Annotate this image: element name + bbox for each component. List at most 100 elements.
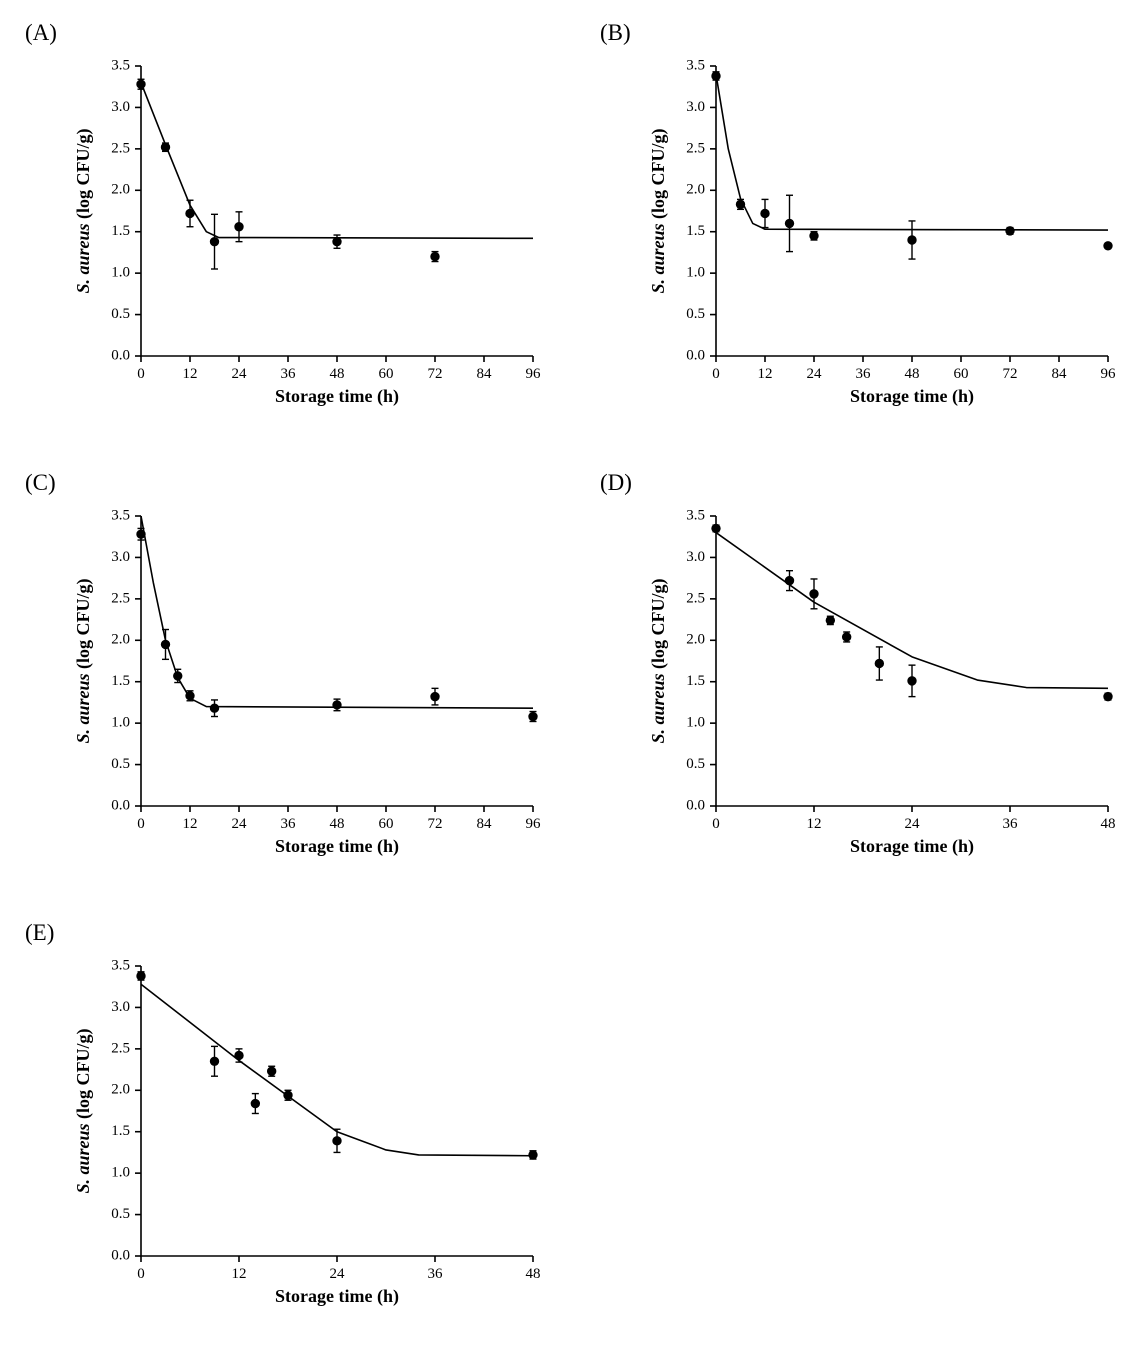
- xtick-label: 24: [232, 816, 248, 832]
- chart-D: 0.00.51.01.52.02.53.03.5012243648Storage…: [630, 500, 1140, 870]
- xtick-label: 60: [954, 366, 969, 382]
- data-point: [333, 701, 341, 709]
- ytick-label: 1.5: [111, 673, 130, 689]
- data-point: [251, 1099, 259, 1107]
- xtick-label: 48: [1101, 816, 1116, 832]
- ylabel: S. aureus (log CFU/g): [73, 578, 94, 743]
- ytick-label: 2.5: [111, 1040, 130, 1056]
- data-point: [529, 712, 537, 720]
- xlabel: Storage time (h): [850, 836, 974, 857]
- figure: (A) 0.0 0.5 1.0 1.5 2.0 2.5 3.0 3.5 0 12 24 36 48 60 72…: [0, 0, 1145, 1371]
- xtick-label: 36: [428, 1266, 444, 1282]
- xtick-label: 24: [232, 366, 248, 382]
- xtick-label: 96: [526, 816, 542, 832]
- xtick-label: 36: [856, 366, 872, 382]
- ylabel: S. aureus (log CFU/g): [73, 128, 94, 293]
- ytick-label: 1.5: [686, 223, 705, 239]
- xtick-label: 0: [137, 1266, 145, 1282]
- ytick-label: 3.5: [111, 57, 130, 73]
- data-point: [842, 633, 850, 641]
- xtick-label: 12: [758, 366, 773, 382]
- axes: [141, 66, 533, 356]
- ytick-label: 2.0: [111, 632, 130, 648]
- xtick-label: 72: [1003, 366, 1018, 382]
- ytick-label: 2.0: [111, 1082, 130, 1098]
- data-point: [235, 223, 243, 231]
- ytick-label: 0.5: [686, 306, 705, 322]
- data-point: [210, 1057, 218, 1065]
- data-point: [810, 590, 818, 598]
- xlabel: Storage time (h): [275, 386, 399, 407]
- data-point: [785, 219, 793, 227]
- ytick-label: 0.0: [686, 347, 705, 363]
- xtick-label: 0: [712, 366, 720, 382]
- xtick-label: 0: [137, 816, 145, 832]
- data-point: [174, 672, 182, 680]
- ytick-label: 0.0: [111, 347, 130, 363]
- axes: [716, 516, 1108, 806]
- fit-line: [141, 83, 533, 239]
- xtick-label: 36: [281, 816, 297, 832]
- ytick-label: 1.0: [111, 715, 130, 731]
- xtick-label: 36: [281, 366, 297, 382]
- ytick-label: 2.5: [111, 590, 130, 606]
- data-point: [333, 237, 341, 245]
- panel-label-A: (A): [25, 20, 57, 46]
- ytick-label: 0.5: [111, 306, 130, 322]
- xtick-label: 60: [379, 366, 394, 382]
- chart-E: 0.00.51.01.52.02.53.03.5012243648Storage…: [55, 950, 565, 1320]
- xtick-label: 48: [330, 816, 345, 832]
- xlabel: Storage time (h): [275, 1286, 399, 1307]
- xtick-label: 84: [477, 816, 493, 832]
- data-point: [186, 209, 194, 217]
- data-point: [736, 200, 744, 208]
- xtick-label: 96: [1101, 366, 1117, 382]
- xtick-label: 24: [330, 1266, 346, 1282]
- data-point: [1104, 242, 1112, 250]
- data-point: [761, 209, 769, 217]
- ytick-label: 1.0: [111, 265, 130, 281]
- panel-label-B: (B): [600, 20, 631, 46]
- xtick-label: 0: [712, 816, 720, 832]
- ytick-label: 2.0: [686, 632, 705, 648]
- data-point: [284, 1091, 292, 1099]
- xtick-label: 84: [1052, 366, 1068, 382]
- ytick-label: 2.0: [111, 182, 130, 198]
- axes: [141, 966, 533, 1256]
- data-point: [529, 1151, 537, 1159]
- data-point: [712, 524, 720, 532]
- data-point: [137, 80, 145, 88]
- ytick-label: 0.0: [686, 797, 705, 813]
- ytick-label: 0.5: [686, 756, 705, 772]
- data-point: [267, 1067, 275, 1075]
- xtick-label: 96: [526, 366, 542, 382]
- ylabel: S. aureus (log CFU/g): [73, 1028, 94, 1193]
- data-point: [908, 236, 916, 244]
- ytick-label: 3.0: [686, 549, 705, 565]
- xtick-label: 24: [807, 366, 823, 382]
- data-point: [1006, 227, 1014, 235]
- ytick-label: 3.5: [686, 57, 705, 73]
- data-point: [712, 72, 720, 80]
- chart-A: 0.00.51.01.52.02.53.03.50122436486072849…: [55, 50, 565, 420]
- fit-line: [716, 74, 1108, 230]
- data-point: [908, 677, 916, 685]
- data-point: [810, 232, 818, 240]
- data-point: [333, 1137, 341, 1145]
- data-point: [137, 530, 145, 538]
- ytick-label: 1.5: [111, 223, 130, 239]
- data-point: [431, 692, 439, 700]
- xtick-label: 36: [1003, 816, 1019, 832]
- panel-label-D: (D): [600, 470, 632, 496]
- xtick-label: 12: [807, 816, 822, 832]
- ytick-label: 3.0: [111, 549, 130, 565]
- ytick-label: 0.5: [111, 756, 130, 772]
- data-point: [826, 616, 834, 624]
- ytick-label: 2.0: [686, 182, 705, 198]
- ytick-label: 1.5: [686, 673, 705, 689]
- ytick-label: 2.5: [111, 140, 130, 156]
- chart-C: 0.00.51.01.52.02.53.03.50122436486072849…: [55, 500, 565, 870]
- ytick-label: 1.5: [111, 1123, 130, 1139]
- ytick-label: 1.0: [686, 715, 705, 731]
- data-point: [1104, 692, 1112, 700]
